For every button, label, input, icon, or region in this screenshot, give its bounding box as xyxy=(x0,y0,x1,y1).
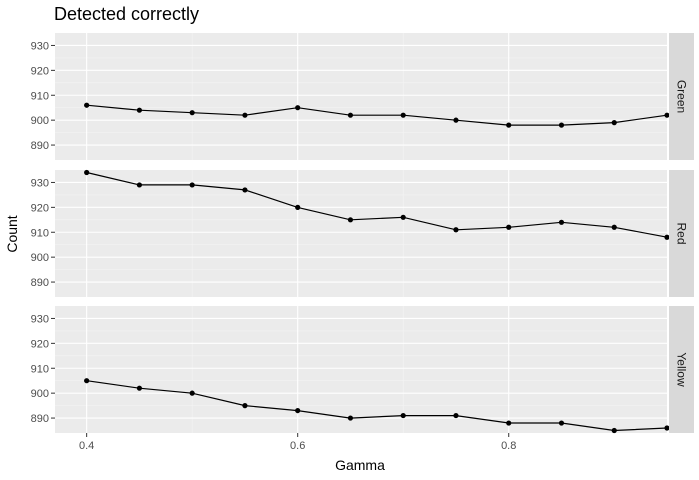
y-tick-label: 930 xyxy=(31,313,49,325)
data-point xyxy=(664,112,670,118)
y-tick-label: 900 xyxy=(31,115,49,127)
panel-background xyxy=(55,170,667,297)
y-tick-label: 890 xyxy=(31,140,49,152)
data-point xyxy=(664,425,670,431)
data-point xyxy=(611,427,617,434)
y-tick-label: 900 xyxy=(31,252,49,264)
panel-background xyxy=(55,306,667,433)
data-point xyxy=(506,224,512,230)
series-line-green xyxy=(86,104,668,126)
data-point xyxy=(506,420,512,426)
y-tick-label: 920 xyxy=(31,202,49,214)
data-point xyxy=(136,385,143,391)
series-line-yellow xyxy=(86,380,668,432)
facet-panel-green: 890 900 910 920 930 Green xyxy=(31,33,694,160)
data-point xyxy=(84,102,90,108)
y-tick-label: 920 xyxy=(31,338,49,350)
y-tick-label: 910 xyxy=(31,363,49,375)
data-point xyxy=(84,378,90,384)
y-tick-label: 930 xyxy=(31,177,49,189)
data-point xyxy=(611,224,617,230)
y-tick-label: 890 xyxy=(31,277,49,289)
data-point xyxy=(189,182,195,188)
data-point xyxy=(400,214,406,220)
x-tick-label: 0.4 xyxy=(79,440,94,452)
data-point xyxy=(295,204,301,210)
data-point xyxy=(189,110,195,116)
data-point xyxy=(347,217,354,223)
facet-strip xyxy=(669,170,694,297)
data-point xyxy=(242,112,248,118)
data-point xyxy=(400,412,406,419)
y-tick-label: 910 xyxy=(31,227,49,239)
data-point xyxy=(506,122,512,128)
chart-title: Detected correctly xyxy=(54,4,199,24)
data-point xyxy=(347,415,354,421)
y-tick-label: 890 xyxy=(31,413,49,425)
series-line-red xyxy=(86,171,668,238)
facet-strip-label: Yellow xyxy=(675,352,689,387)
data-point xyxy=(347,112,354,118)
data-point xyxy=(136,182,143,188)
data-point xyxy=(664,234,670,240)
facet-panels: 890900910920930Green890900910920930Red89… xyxy=(31,33,694,434)
data-point xyxy=(242,187,248,193)
x-tick-label: 0.8 xyxy=(501,440,516,452)
data-point xyxy=(295,105,301,111)
panel-background xyxy=(55,33,667,160)
facet-strip xyxy=(669,306,694,433)
x-axis-title: Gamma xyxy=(335,457,385,473)
data-point xyxy=(611,120,617,126)
data-point xyxy=(84,169,90,176)
facet-panel-yellow: 890 900 910 920 930 Yellow xyxy=(31,306,694,434)
y-tick-label: 900 xyxy=(31,388,49,400)
data-point xyxy=(453,227,459,233)
y-axis-title: Count xyxy=(4,215,20,252)
facet-panel-red: 890 900 910 920 930 Red xyxy=(31,169,694,297)
facet-strip xyxy=(669,33,694,160)
data-point xyxy=(453,117,459,123)
data-point xyxy=(295,407,301,414)
data-point xyxy=(558,219,565,225)
data-point xyxy=(136,107,143,113)
y-tick-label: 920 xyxy=(31,65,49,77)
x-axis: 0.4 0.6 0.8 xyxy=(79,433,516,452)
y-tick-label: 930 xyxy=(31,40,49,52)
data-point xyxy=(400,112,406,118)
facet-strip-label: Green xyxy=(675,80,689,113)
data-point xyxy=(558,122,565,128)
data-point xyxy=(558,420,565,426)
facet-strip-label: Red xyxy=(675,222,689,244)
data-point xyxy=(453,412,459,419)
y-tick-label: 910 xyxy=(31,90,49,102)
data-point xyxy=(189,390,195,396)
x-tick-label: 0.6 xyxy=(290,440,305,452)
data-point xyxy=(242,403,248,409)
